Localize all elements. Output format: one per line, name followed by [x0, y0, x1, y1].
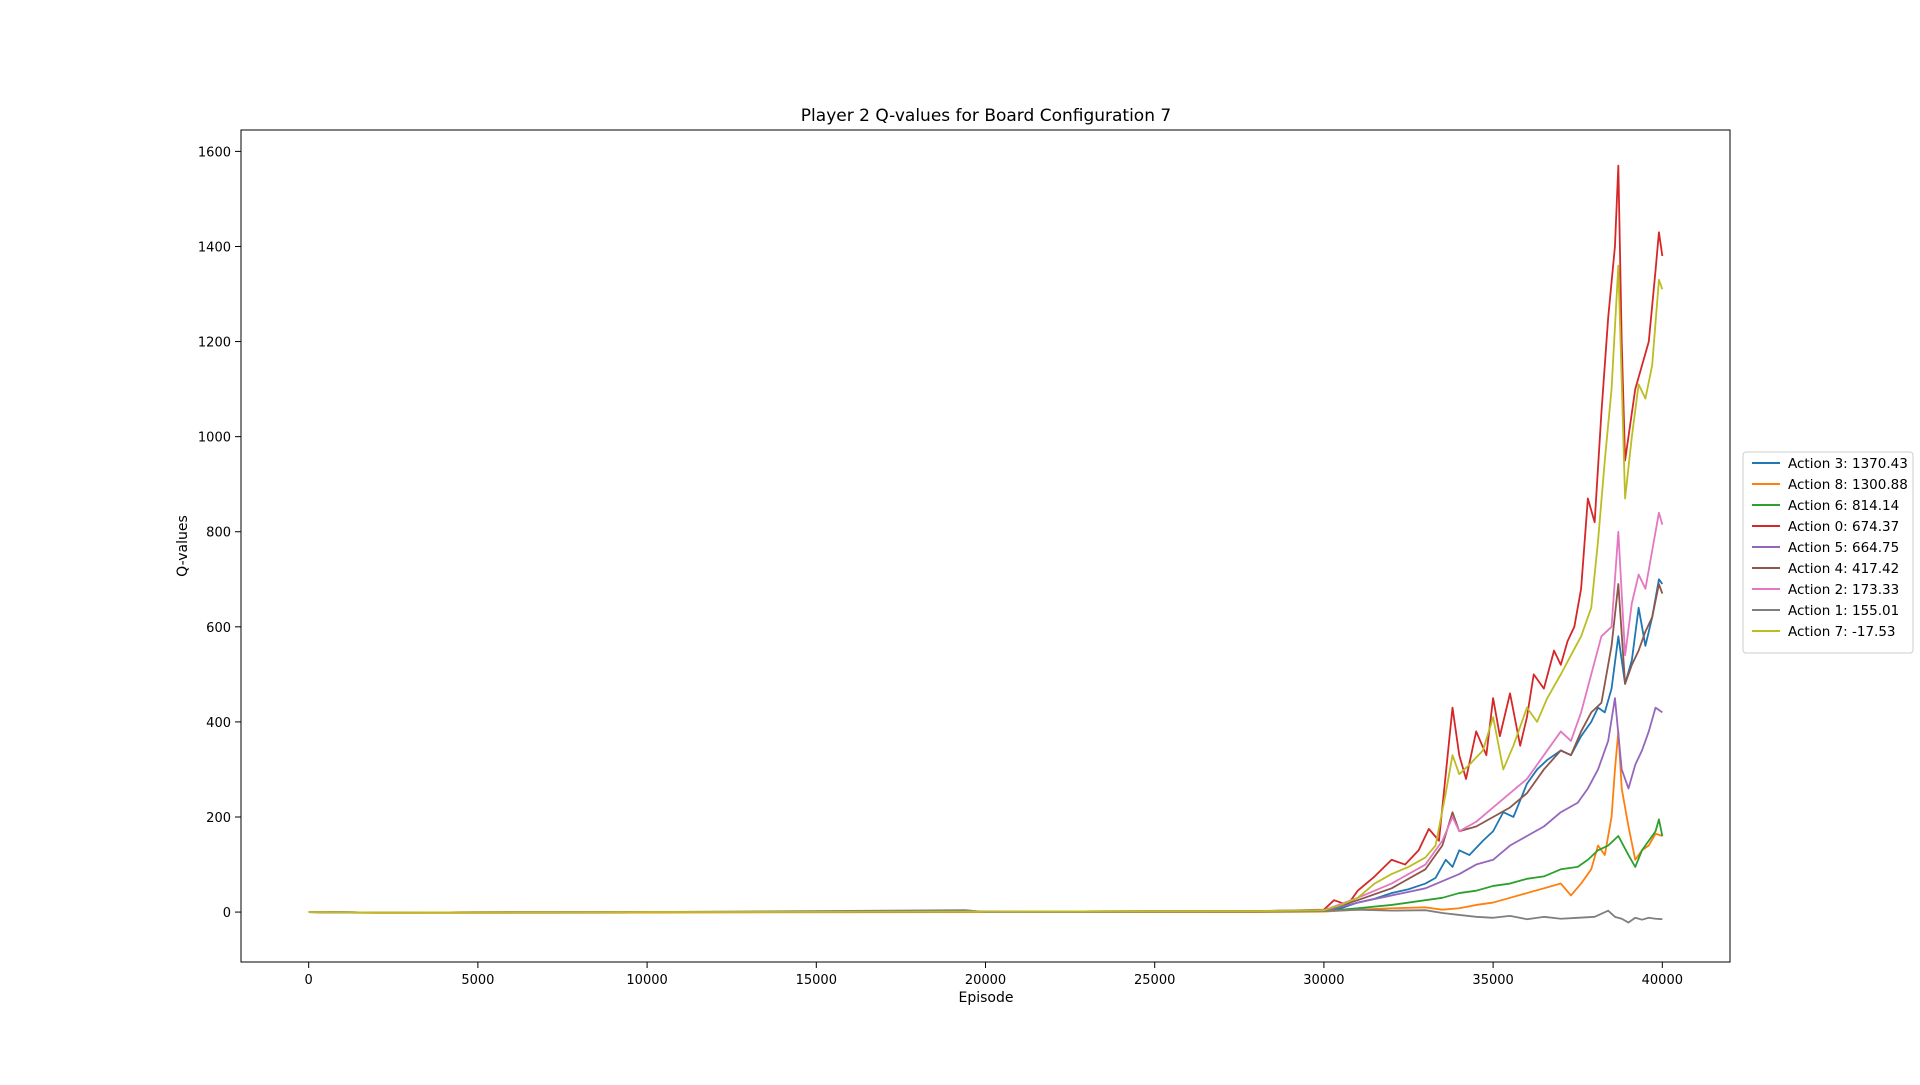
x-tick-label-8: 40000 — [1642, 973, 1683, 988]
y-axis: 0 200 400 600 800 1000 1200 1400 1600 — [198, 145, 241, 921]
y-tick-label-7: 1400 — [198, 240, 231, 255]
x-tick-label-6: 30000 — [1303, 973, 1344, 988]
series-line-1 — [308, 730, 1663, 914]
legend-label-2: Action 6: 814.14 — [1788, 498, 1899, 514]
series-line-5 — [308, 583, 1664, 914]
y-tick-label-0: 0 — [223, 906, 231, 921]
y-tick-label-1: 200 — [206, 811, 231, 826]
y-tick-label-4: 800 — [206, 526, 231, 541]
x-tick-label-5: 25000 — [1134, 973, 1175, 988]
plot-frame — [240, 129, 1731, 963]
legend-label-1: Action 8: 1300.88 — [1788, 477, 1908, 493]
y-tick-label-5: 1000 — [198, 431, 231, 446]
legend-label-3: Action 0: 674.37 — [1788, 519, 1899, 535]
chart-title: Player 2 Q-values for Board Configuratio… — [801, 106, 1171, 126]
x-axis: 0 5000 10000 15000 20000 25000 30000 35000 40000 — [305, 962, 1683, 988]
y-tick-label-3: 600 — [206, 621, 231, 636]
series-line-8 — [308, 264, 1664, 914]
x-tick-label-2: 10000 — [626, 973, 667, 988]
x-tick-label-4: 20000 — [965, 973, 1006, 988]
x-tick-label-0: 0 — [305, 973, 313, 988]
plot-lines — [308, 164, 1664, 924]
series-line-4 — [308, 697, 1663, 914]
x-tick-label-7: 35000 — [1472, 973, 1513, 988]
series-line-0 — [308, 578, 1664, 914]
y-tick-label-8: 1600 — [198, 145, 231, 160]
legend-label-6: Action 2: 173.33 — [1788, 582, 1899, 598]
series-line-2 — [308, 818, 1664, 914]
series-line-3 — [308, 164, 1664, 914]
x-axis-label: Episode — [959, 990, 1014, 1006]
x-tick-label-3: 15000 — [796, 973, 837, 988]
x-tick-label-1: 5000 — [461, 973, 494, 988]
y-axis-label: Q-values — [175, 515, 191, 577]
legend-label-8: Action 7: -17.53 — [1788, 624, 1896, 640]
legend: Action 3: 1370.43 Action 8: 1300.88 Action… — [1742, 451, 1914, 654]
legend-label-5: Action 4: 417.42 — [1788, 561, 1899, 577]
legend-label-7: Action 1: 155.01 — [1788, 603, 1899, 619]
legend-label-4: Action 5: 664.75 — [1788, 540, 1899, 556]
y-tick-label-6: 1200 — [198, 336, 231, 351]
legend-frame — [1742, 451, 1914, 654]
y-tick-label-2: 400 — [206, 716, 231, 731]
legend-label-0: Action 3: 1370.43 — [1788, 456, 1908, 472]
